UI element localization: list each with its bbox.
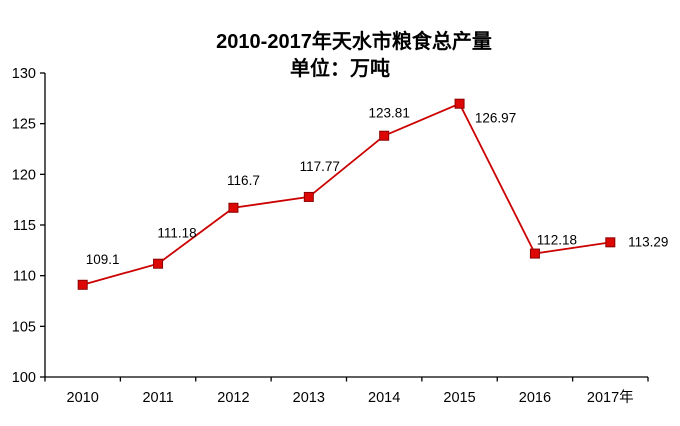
data-point-marker — [228, 202, 239, 213]
chart-title: 2010-2017年天水市粮食总产量 — [216, 31, 492, 53]
data-point-label: 117.77 — [300, 159, 340, 174]
x-category-label: 2013 — [293, 390, 325, 406]
y-tick-label: 115 — [13, 218, 36, 234]
x-category-label: 2010 — [67, 390, 99, 406]
data-point-label: 109.1 — [86, 252, 120, 267]
chart-title-block: 2010-2017年天水市粮食总产量 单位：万吨 — [0, 29, 680, 83]
y-tick-label: 100 — [12, 370, 36, 386]
series-line — [82, 102, 611, 286]
data-point-marker — [529, 248, 540, 259]
x-category-label: 2014 — [368, 390, 400, 406]
data-point-marker — [605, 237, 616, 248]
data-point-marker — [454, 98, 465, 109]
data-point-marker — [303, 191, 314, 202]
y-tick-label: 120 — [12, 167, 36, 183]
data-point-marker — [77, 279, 88, 290]
data-point-label: 126.97 — [475, 111, 516, 126]
x-category-label: 2015 — [443, 390, 475, 406]
y-tick-label: 130 — [12, 66, 36, 82]
data-point-label: 123.81 — [369, 106, 410, 121]
y-tick-label: 110 — [13, 269, 36, 285]
x-category-label: 2017年 — [587, 389, 634, 406]
data-point-label: 112.18 — [537, 233, 577, 248]
y-tick-label: 125 — [12, 117, 36, 133]
data-point-label: 111.18 — [157, 226, 196, 241]
x-category-label: 2016 — [519, 390, 551, 406]
data-point-label: 113.29 — [628, 234, 668, 249]
x-category-label: 2011 — [142, 390, 173, 406]
chart-subtitle: 单位：万吨 — [290, 58, 390, 80]
data-point-label: 116.7 — [227, 173, 260, 188]
data-point-marker — [379, 130, 390, 141]
y-tick-label: 105 — [12, 319, 36, 335]
axis-lines — [44, 73, 648, 378]
x-category-label: 2012 — [217, 390, 249, 406]
data-point-marker — [153, 258, 164, 269]
